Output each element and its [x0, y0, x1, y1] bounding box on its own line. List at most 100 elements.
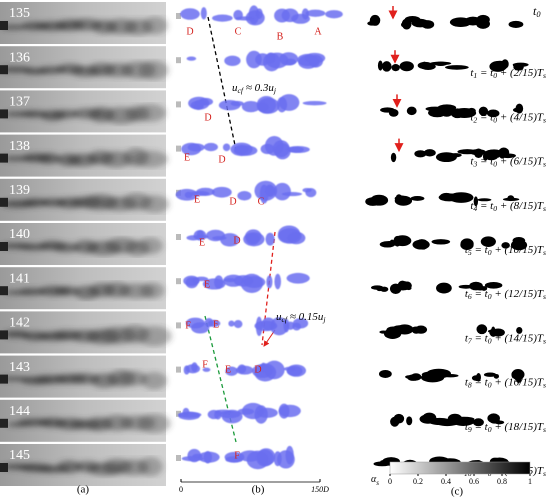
blob: [510, 239, 528, 251]
text-part: + (18/15)T: [492, 420, 544, 432]
subscript: s: [543, 425, 546, 434]
text-part: + (16/15)T: [492, 376, 544, 388]
blob: [372, 196, 381, 202]
blob: [302, 100, 327, 106]
blob: [202, 367, 211, 372]
plume: [2, 147, 169, 168]
frame-number: 136: [9, 50, 30, 65]
plume-part: [52, 109, 79, 119]
plume-part: [36, 153, 61, 164]
structure-label: E: [225, 364, 231, 375]
blob: [380, 107, 395, 113]
text-part: t: [470, 111, 474, 123]
subscript: 0: [488, 292, 492, 301]
blob: [273, 182, 291, 201]
structure-label: D: [218, 154, 225, 165]
structure-label: E: [194, 194, 200, 205]
plume-part: [142, 16, 168, 35]
blob: [237, 190, 252, 201]
blob: [270, 317, 289, 336]
nozzle: [176, 366, 181, 373]
plume: [4, 281, 165, 300]
panel-label: (b): [252, 484, 265, 496]
blob: [415, 239, 428, 249]
blob: [406, 106, 417, 116]
blob: [186, 56, 197, 61]
blob: [200, 7, 207, 20]
blob: [471, 375, 481, 381]
structure-label: D: [186, 26, 193, 37]
text-part: + (2/15)T: [497, 67, 544, 79]
blob: [381, 61, 392, 72]
plume-part: [139, 195, 170, 213]
blob: [406, 416, 413, 426]
blob: [386, 326, 400, 334]
isosurface: [175, 180, 317, 204]
blob: [502, 197, 520, 201]
blob: [273, 451, 282, 467]
isosurface: [180, 5, 343, 26]
plume-part: [133, 150, 169, 168]
isosurface: [186, 225, 306, 247]
blob: [206, 229, 226, 242]
axis-label: 150D: [311, 485, 329, 494]
nozzle: [176, 13, 181, 19]
plume-part: [55, 286, 80, 296]
blob: [240, 273, 264, 293]
blob: [224, 55, 241, 66]
plume-part: [137, 456, 163, 477]
blob: [237, 408, 255, 415]
blob: [285, 445, 294, 465]
blob: [407, 374, 420, 381]
panel-a: 135 136 137 138 139 140 141 142 143 144 145 (a): [0, 2, 172, 496]
frame-number: 137: [9, 95, 30, 110]
blob: [377, 60, 383, 71]
isosurface: [185, 316, 309, 337]
annotation: ucf ≈ 0.15uj: [276, 311, 326, 324]
blob: [283, 318, 290, 333]
blob: [301, 8, 309, 20]
frame-number: 135: [9, 6, 30, 21]
nozzle: [0, 197, 8, 207]
blob: [369, 18, 375, 26]
blob: [305, 188, 317, 198]
colorbar: [389, 461, 531, 475]
blob: [325, 10, 343, 19]
blob: [450, 108, 464, 119]
blob: [431, 239, 451, 245]
nozzle: [0, 242, 8, 251]
blob: [183, 275, 200, 287]
subscript: 0: [536, 10, 541, 19]
structure-label: F: [202, 359, 208, 370]
time-label: t1 = t0 + (2/15)Ts: [470, 67, 546, 80]
nozzle: [176, 455, 181, 461]
blob: [476, 18, 490, 29]
time-label: t6 = t0 + (12/15)Ts: [465, 288, 546, 301]
blob: [501, 59, 509, 69]
blob: [223, 274, 244, 287]
structure-label: E: [213, 319, 219, 330]
subscript: 3: [472, 159, 477, 168]
blob: [196, 187, 215, 196]
subscript: 6: [468, 292, 472, 301]
text-part: + (6/15)T: [497, 155, 544, 167]
frame-number: 140: [9, 227, 30, 242]
blob: [386, 241, 392, 245]
subscript: 0: [488, 425, 492, 434]
blob: [489, 418, 500, 424]
nozzle: [0, 109, 8, 119]
plume-part: [141, 371, 168, 390]
blob: [228, 320, 235, 327]
blob: [222, 143, 231, 152]
blob: [185, 364, 201, 374]
blob: [203, 142, 218, 152]
text-part: t: [470, 199, 474, 211]
plume: [6, 413, 171, 434]
blob: [230, 100, 244, 107]
blob: [241, 100, 261, 113]
blob: [477, 198, 492, 202]
subscript: 0: [488, 248, 492, 257]
isosurface: [186, 50, 326, 72]
subscript: 5: [468, 248, 472, 257]
subscript: s: [543, 248, 546, 257]
